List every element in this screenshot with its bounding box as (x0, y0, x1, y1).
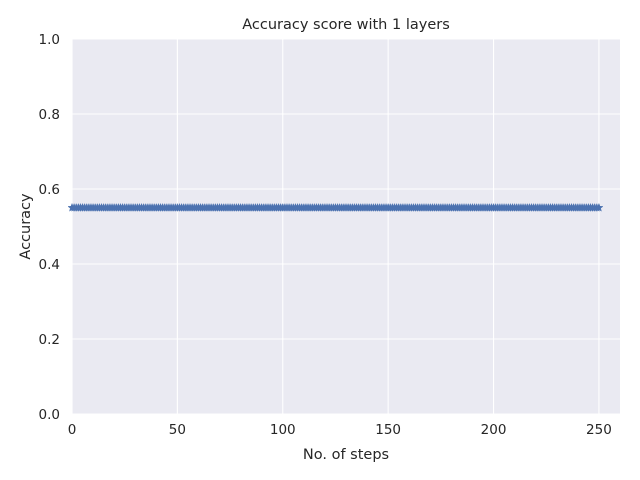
y-tick-labels: 0.0 0.2 0.4 0.6 0.8 1.0 (39, 32, 60, 423)
x-tick-label: 100 (270, 422, 296, 438)
plot-area (72, 39, 620, 414)
grid (71, 38, 620, 415)
x-tick-label: 50 (169, 422, 186, 438)
y-tick-label: 0.2 (39, 332, 60, 348)
x-axis-label: No. of steps (303, 447, 389, 463)
y-axis-label: Accuracy (18, 193, 34, 260)
y-tick-label: 0.0 (39, 407, 60, 423)
x-tick-labels: 0 50 100 150 200 250 (68, 422, 612, 438)
x-tick-label: 0 (68, 422, 77, 438)
x-tick-label: 200 (481, 422, 507, 438)
y-tick-label: 0.6 (39, 182, 60, 198)
y-tick-label: 1.0 (39, 32, 60, 48)
series-layer (67, 202, 604, 212)
x-tick-label: 150 (375, 422, 401, 438)
y-tick-label: 0.8 (39, 107, 60, 123)
data-point (594, 202, 604, 212)
x-tick-label: 250 (586, 422, 612, 438)
chart-title: Accuracy score with 1 layers (242, 17, 450, 33)
y-tick-label: 0.4 (39, 257, 60, 273)
